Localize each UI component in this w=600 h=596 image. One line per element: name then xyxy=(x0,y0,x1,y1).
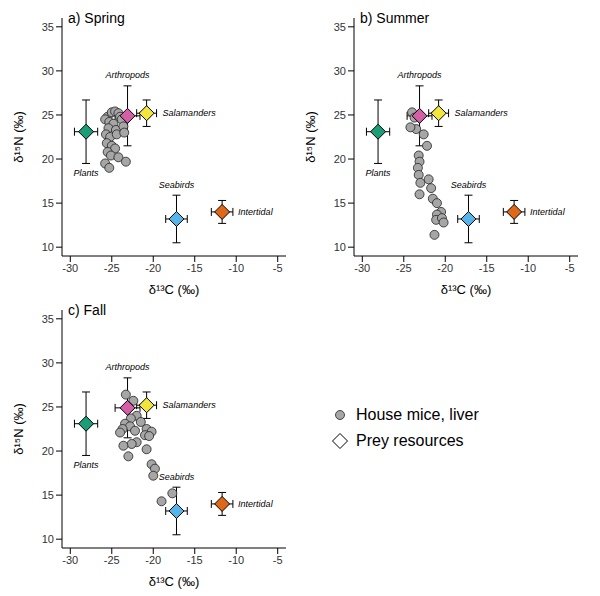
svg-text:-30: -30 xyxy=(62,554,78,566)
svg-text:30: 30 xyxy=(42,65,54,77)
svg-text:Arthropods: Arthropods xyxy=(397,70,443,80)
svg-text:10: 10 xyxy=(334,241,346,253)
svg-text:15: 15 xyxy=(334,197,346,209)
svg-text:δ¹⁵N (‰): δ¹⁵N (‰) xyxy=(11,111,26,163)
svg-text:Arthropods: Arthropods xyxy=(105,70,151,80)
svg-text:-5: -5 xyxy=(565,262,575,274)
svg-text:-20: -20 xyxy=(145,262,161,274)
svg-text:Intertidal: Intertidal xyxy=(530,207,566,217)
svg-text:-20: -20 xyxy=(437,262,453,274)
svg-text:35: 35 xyxy=(334,21,346,33)
svg-text:Plants: Plants xyxy=(74,460,100,470)
svg-text:35: 35 xyxy=(42,21,54,33)
svg-text:-25: -25 xyxy=(396,262,412,274)
svg-text:Seabirds: Seabirds xyxy=(159,472,195,482)
svg-text:-25: -25 xyxy=(104,262,120,274)
svg-text:-30: -30 xyxy=(62,262,78,274)
svg-text:Prey resources: Prey resources xyxy=(356,432,464,449)
svg-text:-15: -15 xyxy=(479,262,495,274)
svg-text:-30: -30 xyxy=(354,262,370,274)
svg-text:-10: -10 xyxy=(228,554,244,566)
svg-text:Arthropods: Arthropods xyxy=(105,362,151,372)
svg-text:Salamanders: Salamanders xyxy=(455,108,509,118)
html-text:c) Fall: c) Fall xyxy=(68,302,107,318)
svg-text:-5: -5 xyxy=(273,554,283,566)
svg-text:-10: -10 xyxy=(228,262,244,274)
svg-text:Seabirds: Seabirds xyxy=(159,180,195,190)
svg-text:δ¹⁵N (‰): δ¹⁵N (‰) xyxy=(303,111,318,163)
svg-text:35: 35 xyxy=(42,313,54,325)
svg-text:Salamanders: Salamanders xyxy=(163,108,217,118)
svg-text:25: 25 xyxy=(334,109,346,121)
svg-text:Seabirds: Seabirds xyxy=(451,180,487,190)
svg-text:25: 25 xyxy=(42,109,54,121)
svg-text:10: 10 xyxy=(42,241,54,253)
svg-text:20: 20 xyxy=(42,445,54,457)
svg-text:δ¹⁵N (‰): δ¹⁵N (‰) xyxy=(11,403,26,455)
svg-text:Intertidal: Intertidal xyxy=(238,207,274,217)
svg-text:δ¹³C (‰): δ¹³C (‰) xyxy=(441,282,492,297)
html-text:a) Spring: a) Spring xyxy=(68,10,125,26)
svg-text:δ¹³C (‰): δ¹³C (‰) xyxy=(149,574,200,589)
svg-text:-25: -25 xyxy=(104,554,120,566)
html-text:b) Summer: b) Summer xyxy=(360,10,430,26)
svg-text:25: 25 xyxy=(42,401,54,413)
svg-text:15: 15 xyxy=(42,197,54,209)
svg-text:Plants: Plants xyxy=(366,168,392,178)
svg-text:δ¹³C (‰): δ¹³C (‰) xyxy=(149,282,200,297)
svg-text:10: 10 xyxy=(42,533,54,545)
svg-text:30: 30 xyxy=(334,65,346,77)
svg-text:-10: -10 xyxy=(520,262,536,274)
svg-text:Intertidal: Intertidal xyxy=(238,499,274,509)
svg-text:-15: -15 xyxy=(187,554,203,566)
svg-text:House mice, liver: House mice, liver xyxy=(356,406,479,423)
svg-text:-5: -5 xyxy=(273,262,283,274)
svg-text:20: 20 xyxy=(334,153,346,165)
svg-text:15: 15 xyxy=(42,489,54,501)
svg-text:Plants: Plants xyxy=(74,168,100,178)
svg-text:20: 20 xyxy=(42,153,54,165)
svg-text:30: 30 xyxy=(42,357,54,369)
svg-text:-15: -15 xyxy=(187,262,203,274)
svg-text:Salamanders: Salamanders xyxy=(163,400,217,410)
svg-text:-20: -20 xyxy=(145,554,161,566)
